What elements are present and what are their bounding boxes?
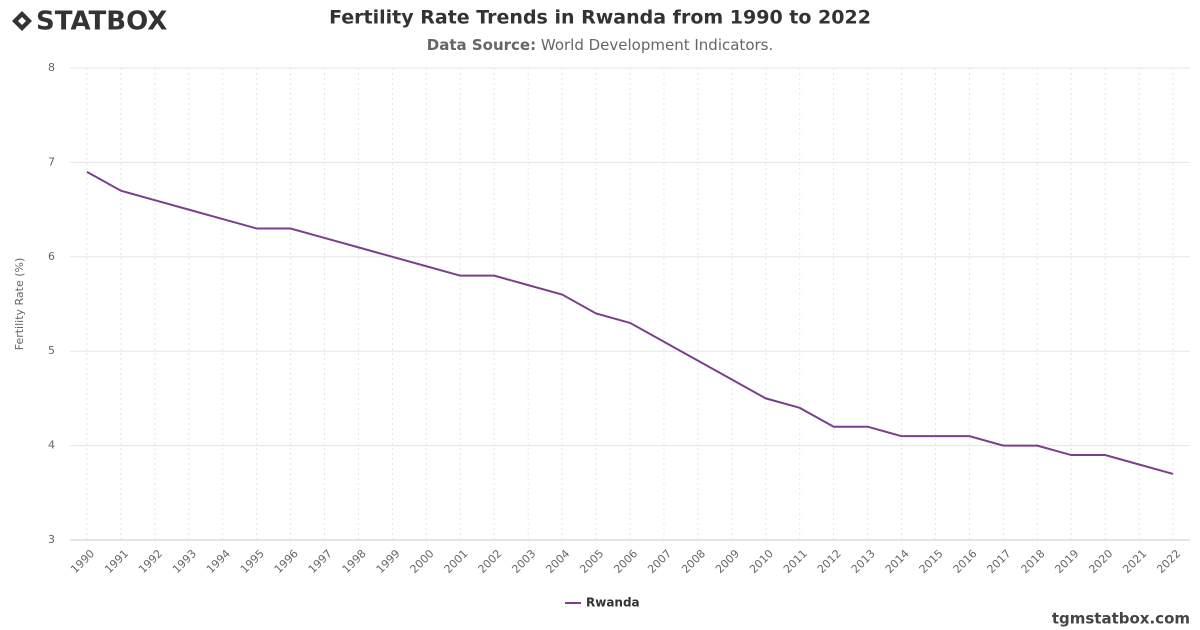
y-tick-label: 7 — [48, 155, 55, 168]
chart-title: Fertility Rate Trends in Rwanda from 199… — [329, 7, 871, 29]
x-tick-label: 2011 — [781, 547, 810, 576]
legend-label: Rwanda — [586, 596, 640, 610]
x-tick-label: 1997 — [306, 547, 335, 576]
x-tick-label: 1991 — [102, 547, 131, 576]
x-tick-label: 1999 — [374, 547, 403, 576]
x-tick-label: 2001 — [442, 547, 471, 576]
x-tick-label: 2018 — [1019, 547, 1048, 576]
x-tick-label: 1994 — [204, 547, 233, 576]
x-tick-label: 2009 — [713, 547, 742, 576]
x-tick-label: 2014 — [883, 547, 912, 576]
x-tick-label: 2005 — [577, 547, 606, 576]
x-tick-label: 2015 — [917, 547, 946, 576]
x-tick-label: 1992 — [136, 547, 165, 576]
x-tick-label: 1990 — [68, 547, 97, 576]
y-tick-label: 6 — [48, 250, 55, 263]
line — [86, 170, 1174, 475]
x-tick-label: 2022 — [1154, 547, 1183, 576]
x-tick-label: 1993 — [170, 547, 199, 576]
chart-subtitle: Data Source: World Development Indicator… — [427, 36, 774, 54]
y-tick-label: 5 — [48, 344, 55, 357]
footer: tgmstatbox.com — [1052, 610, 1190, 628]
subtitle-text: World Development Indicators. — [541, 36, 773, 54]
x-tick-label: 2006 — [611, 547, 640, 576]
logo-text: STATBOX — [36, 7, 167, 37]
x-tick-label: 1995 — [238, 547, 267, 576]
x-tick-label: 2016 — [951, 547, 980, 576]
x-tick-label: 2019 — [1052, 547, 1081, 576]
logo: STATBOX — [12, 7, 167, 37]
x-tick-label: 2020 — [1086, 547, 1115, 576]
x-tick-label: 2013 — [849, 547, 878, 576]
x-tick-label: 1998 — [340, 547, 369, 576]
x-tick-label: 2004 — [543, 547, 572, 576]
x-tick-label: 2017 — [985, 547, 1014, 576]
x-tick-label: 2010 — [747, 547, 776, 576]
y-tick-label: 8 — [48, 61, 55, 74]
logo-icon — [12, 11, 32, 31]
x-tick-label: 2021 — [1120, 547, 1149, 576]
y-tick-label: 3 — [48, 533, 55, 546]
y-axis-title: Fertility Rate (%) — [13, 258, 26, 351]
y-tick-label: 4 — [48, 439, 55, 452]
x-tick-label: 2012 — [815, 547, 844, 576]
x-tick-label: 2008 — [679, 547, 708, 576]
x-tick-label: 2003 — [509, 547, 538, 576]
x-tick-label: 2007 — [645, 547, 674, 576]
x-tick-label: 1996 — [272, 547, 301, 576]
x-tick-label: 2002 — [475, 547, 504, 576]
x-tick-label: 2000 — [408, 547, 437, 576]
subtitle-label: Data Source: — [427, 36, 536, 54]
